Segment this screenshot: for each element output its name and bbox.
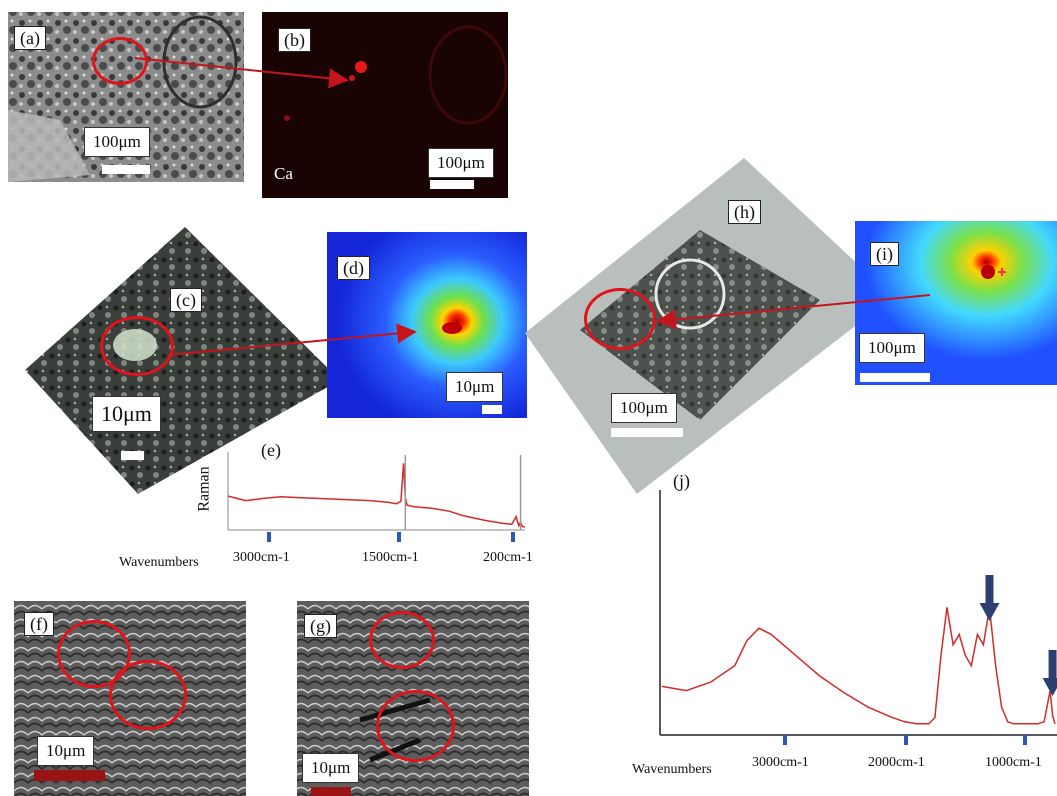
panel-b-hotspot-small bbox=[349, 75, 355, 81]
panel-b-scale-text: 100μm bbox=[428, 148, 494, 178]
panel-i-label: (i) bbox=[870, 242, 899, 266]
panel-d-label: (d) bbox=[337, 256, 370, 280]
panel-i-hotspot bbox=[981, 265, 995, 279]
chart-e-ticklabel-2: 200cm-1 bbox=[483, 550, 533, 565]
panel-g-scale-bar bbox=[311, 787, 351, 796]
panel-e-label: (e) bbox=[261, 440, 281, 460]
panel-f-scale-text: 10μm bbox=[37, 736, 95, 766]
panel-f-label: (f) bbox=[24, 612, 54, 636]
panel-a-light-region bbox=[8, 110, 90, 182]
panel-h-glomerulus bbox=[654, 258, 726, 330]
panel-f-scale-bar bbox=[34, 770, 105, 781]
arrow-c-to-d bbox=[167, 323, 417, 356]
chart-e-tick-1500 bbox=[397, 532, 401, 542]
panel-a-circle bbox=[92, 37, 148, 85]
chart-j-tick-2000 bbox=[904, 735, 908, 745]
chart-e-ylabel: Raman bbox=[195, 466, 213, 512]
panel-b-element: Ca bbox=[274, 164, 293, 183]
panel-d-scale-bar bbox=[482, 405, 502, 414]
panel-g-scale-text: 10μm bbox=[302, 753, 360, 783]
chart-j-arrows bbox=[979, 575, 1057, 696]
panel-i-scale-text: 100μm bbox=[859, 333, 925, 363]
panel-d-scale-text: 10μm bbox=[446, 372, 504, 402]
arrow-i-to-h bbox=[656, 294, 931, 330]
panel-a-scale-bar bbox=[102, 165, 150, 174]
panel-b-label: (b) bbox=[278, 28, 311, 52]
panel-b-ring bbox=[428, 25, 508, 125]
panel-h-label: (h) bbox=[728, 200, 761, 224]
panel-h-scale-bar bbox=[611, 428, 683, 437]
panel-h-scale-text: 100μm bbox=[611, 393, 677, 423]
panel-h-tissue bbox=[580, 230, 820, 420]
chart-e-series bbox=[227, 463, 526, 528]
chart-j-ticklabel-1: 2000cm-1 bbox=[868, 755, 925, 770]
panel-f-circle-2 bbox=[109, 660, 187, 730]
panel-f-circle-1 bbox=[57, 620, 131, 688]
chart-j-peak-arrow-0 bbox=[979, 575, 1000, 621]
panel-c-image bbox=[25, 227, 340, 494]
chart-j-tick-1000 bbox=[1023, 735, 1027, 745]
panel-i-marker bbox=[998, 268, 1006, 276]
chart-j-ticklabel-0: 3000cm-1 bbox=[752, 755, 809, 770]
chart-j-tick-3000 bbox=[783, 735, 787, 745]
arrow-a-to-b bbox=[134, 57, 349, 89]
spectrum-line bbox=[227, 463, 526, 528]
panel-g-circle-2 bbox=[376, 690, 455, 762]
panel-c-scale-bar bbox=[121, 451, 144, 460]
panel-c-scale-text: 10μm bbox=[92, 396, 161, 432]
chart-j-series bbox=[661, 607, 1056, 725]
panel-c-label: (c) bbox=[170, 288, 202, 312]
chart-j-peak-arrow-1 bbox=[1042, 650, 1057, 696]
spectrum-line bbox=[661, 607, 1056, 725]
chart-e-ticklabel-0: 3000cm-1 bbox=[233, 550, 290, 565]
chart-j-xlabel: Wavenumbers bbox=[632, 762, 712, 777]
panel-c-circle bbox=[100, 316, 174, 376]
panel-j-label: (j) bbox=[673, 471, 690, 491]
panel-a-label: (a) bbox=[14, 26, 46, 50]
chart-j-ticklabel-2: 1000cm-1 bbox=[985, 755, 1042, 770]
chart-e-tick-3000 bbox=[267, 532, 271, 542]
panel-b-hotspot bbox=[355, 61, 367, 73]
panel-d-hotspot bbox=[442, 322, 462, 334]
panel-i-scale-bar bbox=[860, 373, 930, 382]
panel-g-circle-1 bbox=[369, 611, 435, 669]
panel-g-label: (g) bbox=[304, 614, 337, 638]
panel-h-circle bbox=[584, 288, 656, 350]
panel-b-scale-bar bbox=[430, 180, 474, 189]
chart-e-xlabel: Wavenumbers bbox=[119, 555, 199, 570]
chart-e-ticklabel-1: 1500cm-1 bbox=[362, 550, 419, 565]
panel-a-scale-text: 100μm bbox=[84, 127, 150, 157]
panel-b-dot bbox=[284, 115, 290, 121]
chart-e-vlines bbox=[404, 455, 522, 530]
chart-e-tick-200 bbox=[511, 532, 515, 542]
